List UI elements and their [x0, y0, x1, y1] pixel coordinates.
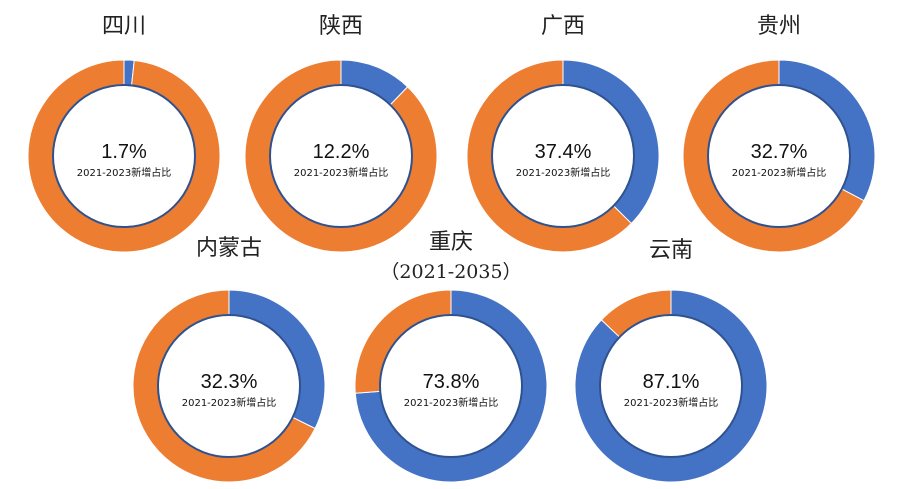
donut-title: 重庆: [428, 230, 474, 255]
donut-title: 四川: [101, 14, 147, 39]
donut-title: 内蒙古: [195, 236, 263, 261]
donut-title: 贵州: [756, 14, 802, 39]
donut-chart: 32.3% 2021-2023新增占比: [132, 289, 326, 483]
donut-caption: 2021-2023新增占比: [404, 396, 499, 409]
donut-caption: 2021-2023新增占比: [624, 396, 719, 409]
donut-value-label: 37.4%: [535, 141, 592, 163]
donut-caption: 2021-2023新增占比: [294, 166, 389, 179]
donut-chart: 1.7% 2021-2023新增占比: [27, 59, 221, 253]
donut-hole: [52, 84, 196, 228]
donut-hole: [157, 314, 301, 458]
donut-chart: 37.4% 2021-2023新增占比: [466, 59, 660, 253]
donut-title: 广西: [540, 14, 586, 39]
donut-hole: [599, 314, 743, 458]
donut-value-label: 1.7%: [101, 141, 147, 163]
donut-value-label: 12.2%: [313, 141, 370, 163]
donut-caption: 2021-2023新增占比: [516, 166, 611, 179]
donut-chart: 87.1% 2021-2023新增占比: [574, 289, 768, 483]
donut-value-label: 73.8%: [423, 371, 480, 393]
donut-hole: [269, 84, 413, 228]
donut-title: 陕西: [318, 14, 364, 39]
donut-value-label: 87.1%: [643, 371, 700, 393]
donut-chart: 73.8% 2021-2023新增占比: [354, 289, 548, 483]
donut-caption: 2021-2023新增占比: [182, 396, 277, 409]
donut-hole: [379, 314, 523, 458]
donut-caption: 2021-2023新增占比: [732, 166, 827, 179]
donut-subtitle: （2021-2035）: [380, 261, 522, 283]
donut-chart: 32.7% 2021-2023新增占比: [682, 59, 876, 253]
donut-hole: [707, 84, 851, 228]
donut-value-label: 32.7%: [751, 141, 808, 163]
donut-title: 云南: [648, 238, 694, 263]
donut-caption: 2021-2023新增占比: [77, 166, 172, 179]
donut-chart: 12.2% 2021-2023新增占比: [244, 59, 438, 253]
donut-value-label: 32.3%: [201, 371, 258, 393]
donut-hole: [491, 84, 635, 228]
